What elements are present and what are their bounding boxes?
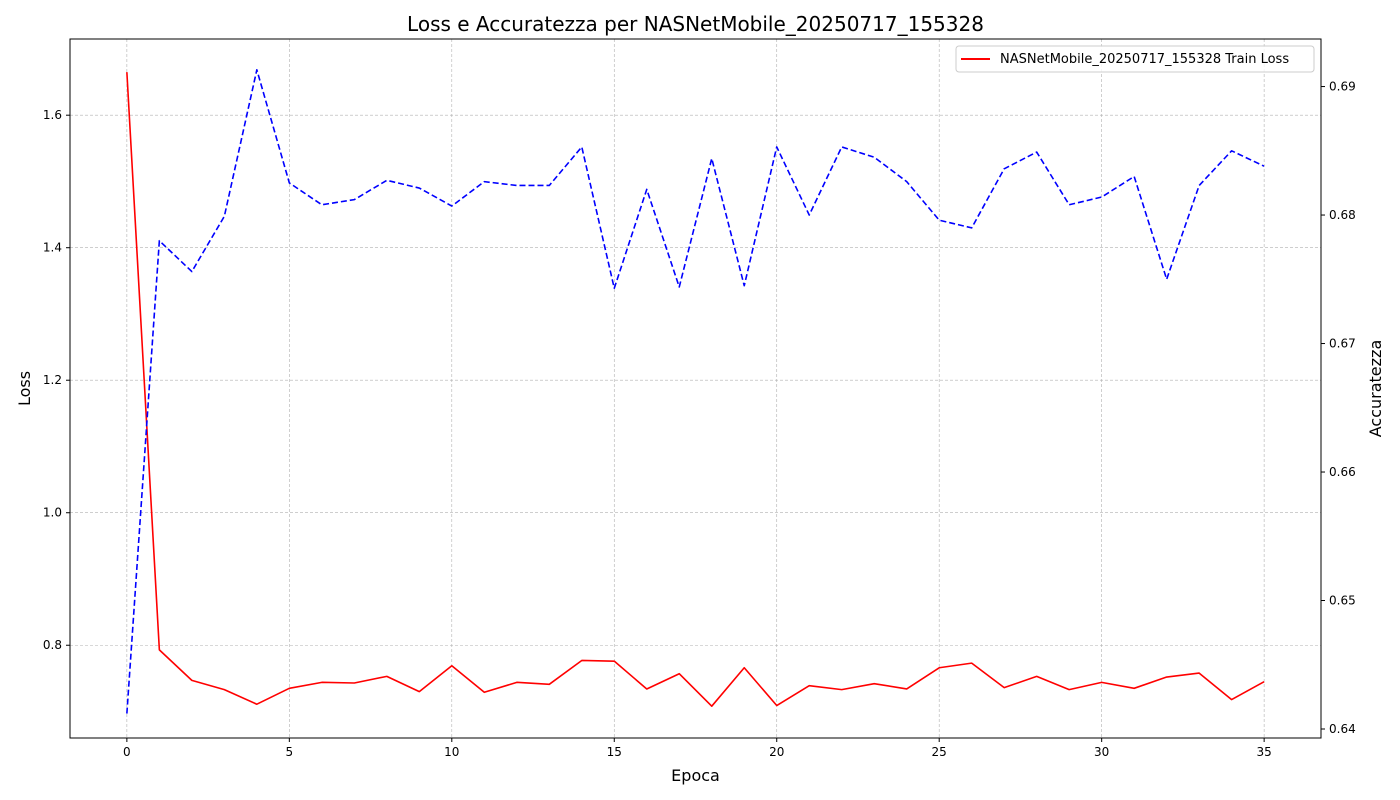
x-tick-label: 20 bbox=[769, 745, 784, 759]
x-tick-label: 10 bbox=[444, 745, 459, 759]
y-axis-label-right: Accuratezza bbox=[1366, 340, 1385, 438]
y-right-tick-label: 0.68 bbox=[1329, 208, 1356, 222]
accuracy-series-line bbox=[126, 69, 1265, 714]
x-tick-label: 0 bbox=[123, 745, 131, 759]
chart-title: Loss e Accuratezza per NASNetMobile_2025… bbox=[407, 12, 984, 36]
x-tick-label: 5 bbox=[286, 745, 294, 759]
ticks: 0 5 10 15 20 25 30 35 0.8 1.0 1.2 1.4 1.6 0.64 0.65 0.6… bbox=[43, 80, 1356, 759]
y-right-tick-label: 0.67 bbox=[1329, 337, 1356, 351]
series-layer bbox=[126, 69, 1265, 714]
x-tick-label: 15 bbox=[607, 745, 622, 759]
x-axis-label: Epoca bbox=[671, 766, 720, 785]
y-left-tick-label: 1.4 bbox=[43, 241, 62, 255]
legend-box bbox=[955, 45, 1315, 73]
x-tick-label: 25 bbox=[932, 745, 947, 759]
x-tick-label: 35 bbox=[1256, 745, 1271, 759]
legend-label-train-loss: NASNetMobile_20250717_155328 Train Loss bbox=[1000, 52, 1289, 67]
y-left-tick-label: 1.2 bbox=[43, 373, 62, 387]
y-left-tick-label: 1.0 bbox=[43, 506, 62, 520]
y-right-tick-label: 0.66 bbox=[1329, 465, 1356, 479]
x-tick-label: 30 bbox=[1094, 745, 1109, 759]
y-left-tick-label: 1.6 bbox=[43, 108, 62, 122]
train-loss-series-line bbox=[126, 72, 1265, 708]
legend: NASNetMobile_20250717_155328 Train Loss bbox=[955, 45, 1315, 73]
y-right-tick-label: 0.69 bbox=[1329, 80, 1356, 94]
y-right-tick-label: 0.65 bbox=[1329, 594, 1356, 608]
y-left-tick-label: 0.8 bbox=[43, 638, 62, 652]
y-axis-label-left: Loss bbox=[15, 371, 34, 406]
plot-frame bbox=[69, 38, 1322, 739]
y-right-tick-label: 0.64 bbox=[1329, 722, 1356, 736]
grid bbox=[70, 39, 1321, 738]
